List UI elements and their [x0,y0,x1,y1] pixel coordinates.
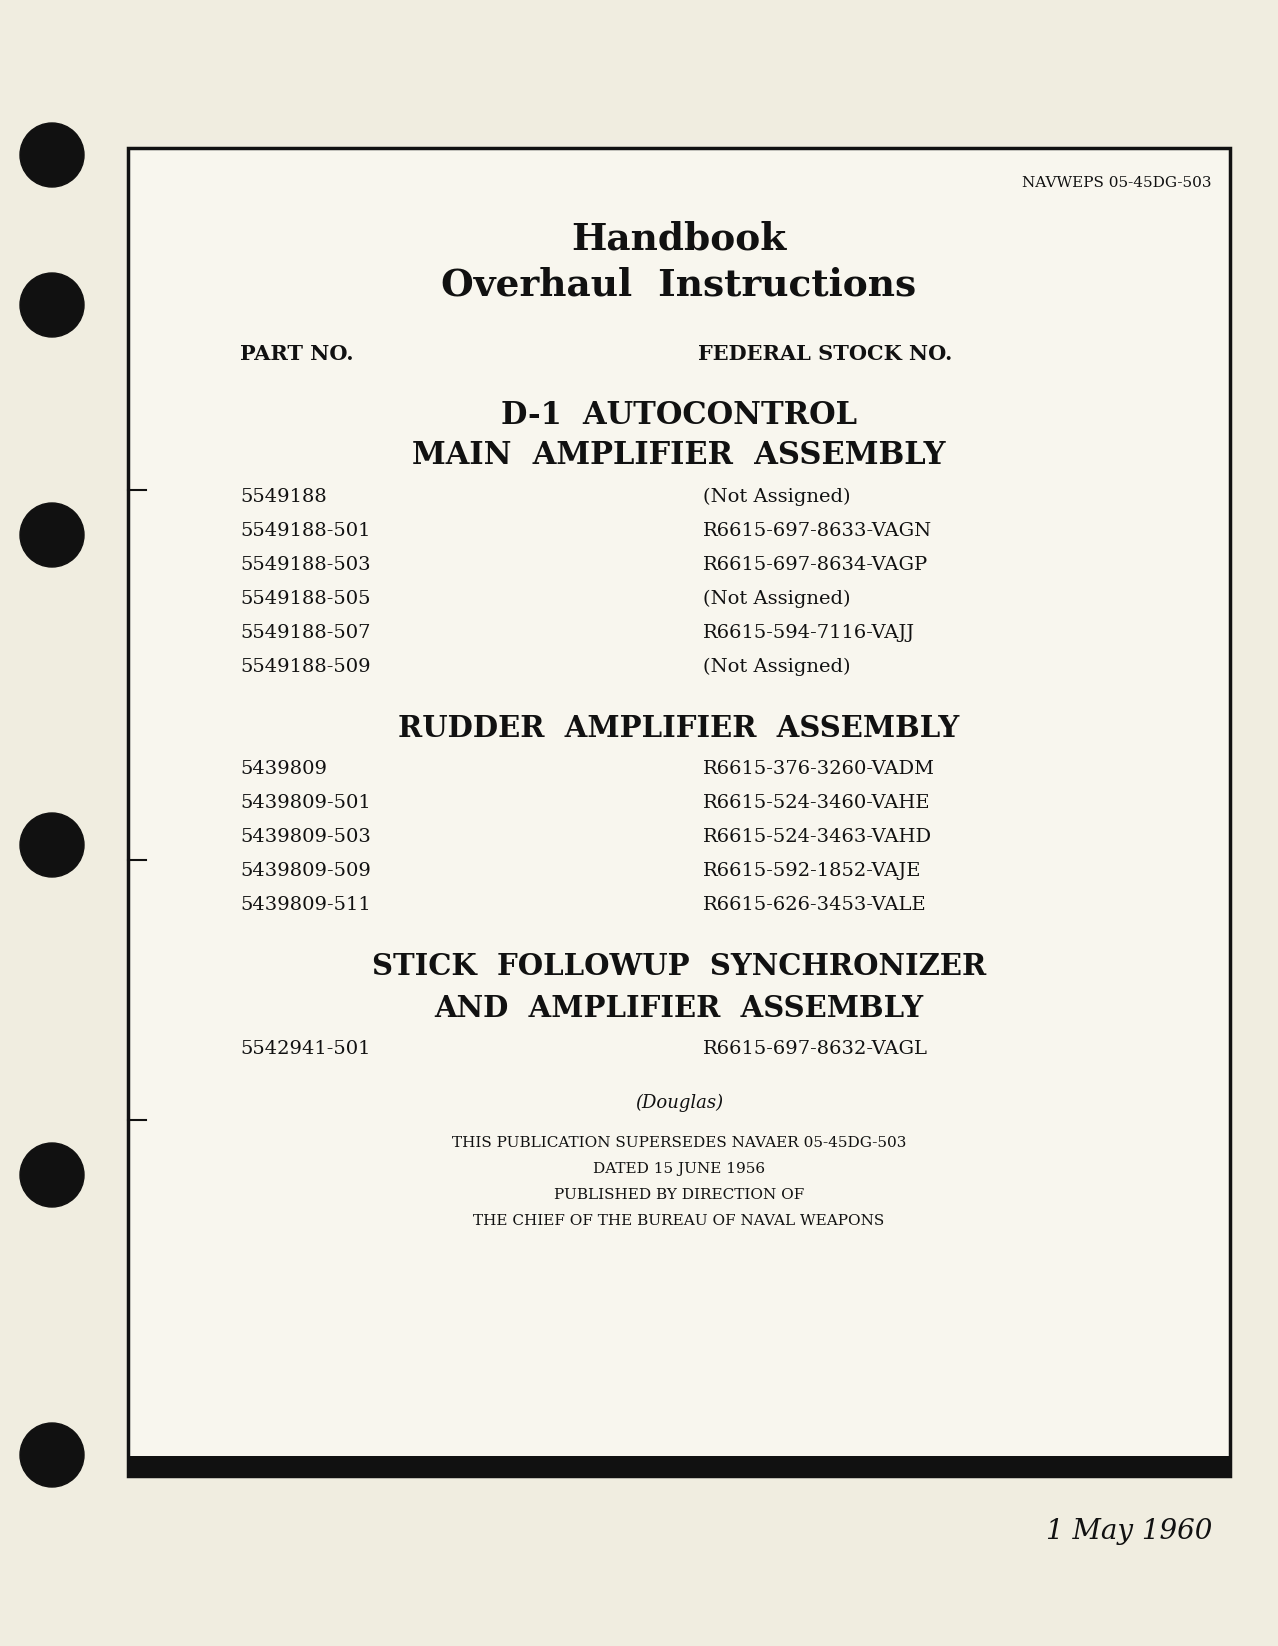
Text: (Not Assigned): (Not Assigned) [703,658,850,677]
Text: 5549188-509: 5549188-509 [240,658,371,677]
Circle shape [20,813,84,877]
Text: R6615-697-8633-VAGN: R6615-697-8633-VAGN [703,522,932,540]
Text: STICK  FOLLOWUP  SYNCHRONIZER: STICK FOLLOWUP SYNCHRONIZER [372,951,987,981]
Circle shape [20,504,84,566]
Text: Overhaul  Instructions: Overhaul Instructions [441,267,916,303]
Text: AND  AMPLIFIER  ASSEMBLY: AND AMPLIFIER ASSEMBLY [435,994,924,1024]
Text: MAIN  AMPLIFIER  ASSEMBLY: MAIN AMPLIFIER ASSEMBLY [413,439,946,471]
Text: 5439809-501: 5439809-501 [240,793,371,811]
Bar [128,1457,1229,1476]
Text: R6615-524-3463-VAHD: R6615-524-3463-VAHD [703,828,932,846]
Text: 5542941-501: 5542941-501 [240,1040,371,1058]
Text: R6615-594-7116-VAJJ: R6615-594-7116-VAJJ [703,624,915,642]
Text: 5549188-503: 5549188-503 [240,556,371,574]
Text: (Not Assigned): (Not Assigned) [703,487,850,507]
Text: THE CHIEF OF THE BUREAU OF NAVAL WEAPONS: THE CHIEF OF THE BUREAU OF NAVAL WEAPONS [473,1215,884,1228]
Text: PUBLISHED BY DIRECTION OF: PUBLISHED BY DIRECTION OF [553,1188,804,1202]
Text: R6615-697-8632-VAGL: R6615-697-8632-VAGL [703,1040,928,1058]
Text: 5549188-501: 5549188-501 [240,522,371,540]
Text: R6615-592-1852-VAJE: R6615-592-1852-VAJE [703,863,921,881]
Text: R6615-376-3260-VADM: R6615-376-3260-VADM [703,760,935,779]
Circle shape [20,1424,84,1486]
Text: 5549188: 5549188 [240,487,327,505]
Text: (Not Assigned): (Not Assigned) [703,589,850,609]
Text: 1 May 1960: 1 May 1960 [1045,1518,1212,1546]
Circle shape [20,123,84,188]
Circle shape [20,1142,84,1207]
Text: FEDERAL STOCK NO.: FEDERAL STOCK NO. [698,344,952,364]
Text: 5549188-505: 5549188-505 [240,589,371,607]
Text: R6615-697-8634-VAGP: R6615-697-8634-VAGP [703,556,928,574]
Text: 5439809: 5439809 [240,760,327,779]
Text: RUDDER  AMPLIFIER  ASSEMBLY: RUDDER AMPLIFIER ASSEMBLY [399,714,960,742]
Text: Handbook: Handbook [571,221,787,257]
Text: R6615-626-3453-VALE: R6615-626-3453-VALE [703,895,927,914]
Text: DATED 15 JUNE 1956: DATED 15 JUNE 1956 [593,1162,766,1175]
Text: 5439809-503: 5439809-503 [240,828,371,846]
Text: THIS PUBLICATION SUPERSEDES NAVAER 05-45DG-503: THIS PUBLICATION SUPERSEDES NAVAER 05-45… [452,1136,906,1151]
Text: 5549188-507: 5549188-507 [240,624,371,642]
Text: (Douglas): (Douglas) [635,1095,723,1113]
Text: NAVWEPS 05-45DG-503: NAVWEPS 05-45DG-503 [1022,176,1212,189]
Text: R6615-524-3460-VAHE: R6615-524-3460-VAHE [703,793,930,811]
Text: 5439809-509: 5439809-509 [240,863,371,881]
Bar [128,148,1229,1476]
Text: PART NO.: PART NO. [240,344,354,364]
Text: 5439809-511: 5439809-511 [240,895,371,914]
Text: D-1  AUTOCONTROL: D-1 AUTOCONTROL [501,400,858,431]
Circle shape [20,273,84,337]
